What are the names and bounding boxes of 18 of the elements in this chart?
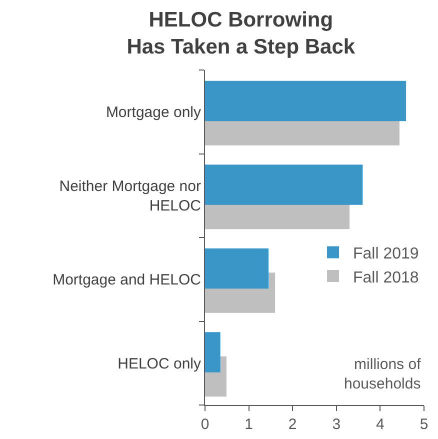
x-tick-label: 2 [288,416,297,433]
x-tick-label: 5 [420,416,428,433]
y-tick-label: Neither Mortgage nor HELOC [59,178,202,215]
chart-title: HELOC Borrowing Has Taken a Step Back [126,8,356,59]
x-tick-label: 1 [244,416,253,433]
bar [205,248,269,289]
x-tick-label: 4 [376,416,384,433]
legend-label: Fall 2018 [353,269,419,286]
x-tick-label: 0 [200,416,210,433]
legend-label: Fall 2019 [353,245,419,262]
y-tick-label: HELOC only [118,355,202,372]
x-tick-label: 3 [332,416,341,433]
bar [205,80,406,122]
y-tick-label: Mortgage only [106,104,202,122]
bar [205,164,363,205]
annotation: millions of households [344,356,422,392]
y-tick-label: Mortgage and HELOC [52,272,202,289]
bar [205,332,220,372]
